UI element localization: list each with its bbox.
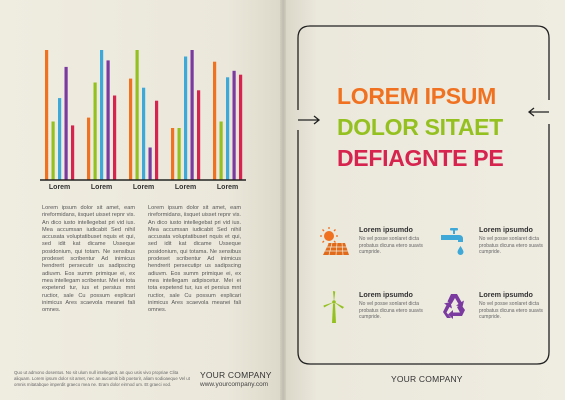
feature-title: Lorem ipsumdo xyxy=(479,225,533,234)
bar xyxy=(155,100,159,180)
bar xyxy=(129,78,133,180)
feature-body: No vel posse sonlaret dicta probatus dic… xyxy=(359,301,423,321)
bar xyxy=(87,117,91,180)
feature-title: Lorem ipsumdo xyxy=(479,290,533,299)
body-text-column-2: Lorem ipsum dolor sit amet, eam rireform… xyxy=(148,205,241,314)
arrow-right-icon xyxy=(527,107,549,117)
bar xyxy=(58,98,62,180)
frame-outline xyxy=(297,25,550,365)
company-name: YOUR COMPANY xyxy=(200,370,272,380)
bar xyxy=(142,87,146,180)
footnote-text: Quo ut admono dosentus. No sit ulum null… xyxy=(14,370,190,387)
category-label: Lorem xyxy=(175,184,196,191)
bar xyxy=(197,90,201,180)
feature-body: No vel posse sonlaret dicta probatus dic… xyxy=(479,301,543,321)
chart-bars xyxy=(45,50,243,181)
bar xyxy=(71,125,75,180)
bar xyxy=(135,50,139,180)
water-tap-icon xyxy=(441,228,464,255)
bar xyxy=(184,56,188,180)
company-name: YOUR COMPANY xyxy=(391,374,463,384)
bar xyxy=(219,121,223,180)
wind-turbine-icon xyxy=(323,291,344,323)
bar xyxy=(45,50,49,180)
bar xyxy=(232,70,236,180)
category-labels: Lorem Lorem Lorem Lorem Lorem xyxy=(49,184,238,191)
arrow-left-icon xyxy=(298,115,321,125)
solar-panel-icon xyxy=(320,227,349,256)
feature-title: Lorem ipsumdo xyxy=(359,290,413,299)
bar xyxy=(106,60,110,180)
feature-body: No vel posse sonlaret dicta probatus dic… xyxy=(359,236,423,256)
right-page xyxy=(283,0,565,400)
decorative-frame xyxy=(297,25,550,365)
bar xyxy=(177,128,181,180)
headline-line-1: LOREM IPSUM xyxy=(337,83,496,109)
bar xyxy=(51,121,55,180)
recycle-icon xyxy=(443,294,465,319)
page-gutter xyxy=(280,0,286,400)
bar xyxy=(93,82,97,180)
category-label: Lorem xyxy=(91,184,112,191)
body-text-column-1: Lorem ipsum dolor sit amet, eam rireform… xyxy=(42,205,135,314)
bar xyxy=(190,50,194,180)
category-label: Lorem xyxy=(217,184,238,191)
bar xyxy=(64,66,68,180)
category-label: Lorem xyxy=(49,184,70,191)
headline-line-2: DOLOR SITAET xyxy=(337,114,503,140)
bar xyxy=(239,74,243,180)
bar xyxy=(213,61,217,181)
feature-title: Lorem ipsumdo xyxy=(359,225,413,234)
category-label: Lorem xyxy=(133,184,154,191)
bar xyxy=(113,95,117,180)
bar-chart: Lorem Lorem Lorem Lorem Lorem xyxy=(40,50,246,191)
bar xyxy=(226,77,230,180)
bar xyxy=(171,128,175,180)
headline-line-3: DEFIAGNTE PE xyxy=(337,145,504,171)
bar xyxy=(148,147,152,180)
feature-body: No vel posse sonlaret dicta probatus dic… xyxy=(479,236,543,256)
company-url: www.yourcompany.com xyxy=(200,381,269,388)
bar xyxy=(100,50,104,180)
